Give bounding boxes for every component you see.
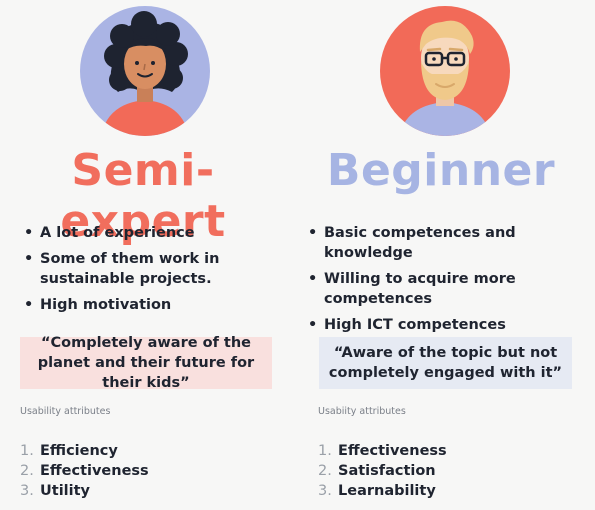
attribute-label: Efficiency: [40, 443, 118, 459]
attribute-label: Effectiveness: [40, 463, 149, 479]
bearded-man-glasses-avatar-icon: [380, 6, 510, 136]
list-number: 2.: [318, 463, 332, 479]
attribute-label: Utility: [40, 483, 90, 499]
attribute-label: Satisfaction: [338, 463, 436, 479]
quote-text: “Completely aware of the planet and thei…: [37, 335, 255, 391]
list-number: 3.: [20, 483, 34, 499]
attribute-label: Learnability: [338, 483, 436, 499]
usability-attributes-label: Usability attributes: [20, 406, 111, 417]
list-item: High motivation: [22, 295, 305, 315]
usability-attributes-label: Usabiity attributes: [318, 406, 406, 417]
list-item: A lot of experience: [22, 223, 305, 243]
list-item: 2. Effectiveness: [20, 461, 149, 481]
persona-quote: “Aware of the topic but not completely e…: [319, 337, 572, 389]
woman-curly-hair-avatar-icon: [80, 6, 210, 136]
attribute-label: Effectiveness: [338, 443, 447, 459]
list-item: Willing to acquire more competences: [306, 269, 589, 309]
persona-quote: “Completely aware of the planet and thei…: [20, 335, 272, 391]
list-item: Some of them work in sustainable project…: [22, 249, 305, 289]
list-number: 1.: [318, 443, 332, 459]
list-item: 2. Satisfaction: [318, 461, 447, 481]
list-item: 1. Effectiveness: [318, 441, 447, 461]
quote-text: “Aware of the topic but not completely e…: [328, 345, 563, 381]
list-item: 3. Utility: [20, 481, 149, 501]
list-item: 1. Efficiency: [20, 441, 149, 461]
persona-beginner: Beginner Basic competences and knowledge…: [300, 0, 590, 510]
list-item: 3. Learnability: [318, 481, 447, 501]
usability-attributes-list: 1. Effectiveness 2. Satisfaction 3. Learnab…: [318, 441, 447, 501]
persona-semi-expert: Semi-expert A lot of experience Some of …: [0, 0, 290, 510]
list-number: 3.: [318, 483, 332, 499]
list-number: 2.: [20, 463, 34, 479]
list-number: 1.: [20, 443, 34, 459]
persona-title: Beginner: [326, 145, 556, 196]
list-item: Basic competences and knowledge: [306, 223, 589, 263]
persona-traits-list: Basic competences and knowledge Willing …: [306, 223, 589, 341]
list-item: High ICT competences: [306, 315, 589, 335]
usability-attributes-list: 1. Efficiency 2. Effectiveness 3. Utility: [20, 441, 149, 501]
persona-traits-list: A lot of experience Some of them work in…: [22, 223, 305, 321]
